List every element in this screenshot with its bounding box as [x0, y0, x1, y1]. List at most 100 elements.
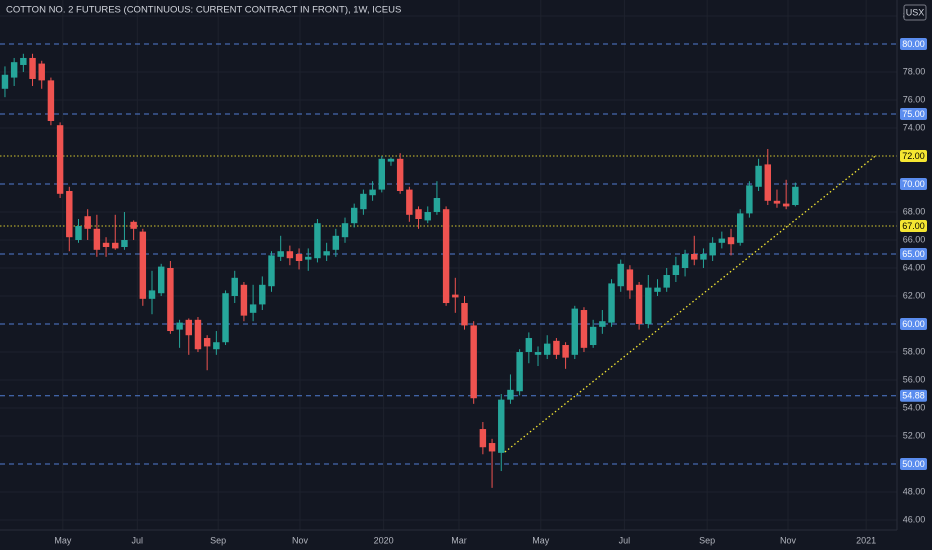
candle-body — [277, 251, 284, 257]
y-tick-label: 66.00 — [903, 234, 926, 244]
candle-body — [29, 57, 36, 79]
level-label-box — [900, 248, 927, 261]
candle-body — [176, 322, 183, 330]
candle-body — [75, 226, 82, 241]
candle-body — [672, 265, 680, 276]
candle-body — [461, 303, 468, 326]
candle-body — [571, 308, 578, 355]
candle-body — [249, 304, 257, 313]
candle-body — [718, 238, 726, 243]
currency-box[interactable] — [903, 4, 927, 21]
y-tick-label: 52.00 — [903, 430, 926, 440]
level-label: 54.88 — [902, 391, 925, 401]
candle-body — [764, 164, 771, 201]
candle-body — [626, 269, 634, 291]
currency-label[interactable]: USX — [906, 7, 925, 17]
level-label-box — [900, 149, 927, 162]
x-tick-label: Nov — [780, 535, 797, 545]
level-label: 60.00 — [902, 319, 925, 329]
x-tick-label: Jul — [132, 535, 144, 545]
candle-body — [66, 190, 73, 238]
level-label-box — [900, 107, 927, 120]
candle-body — [10, 62, 18, 78]
candle-body — [562, 345, 569, 358]
candle-body — [102, 242, 110, 248]
level-label-box — [900, 177, 927, 190]
candle-body — [157, 266, 165, 294]
y-tick-label: 78.00 — [903, 66, 926, 76]
candle-body — [139, 231, 147, 299]
candle-body — [305, 256, 312, 260]
level-label: 50.00 — [902, 459, 925, 469]
candle-body — [709, 242, 716, 256]
x-tick-label: May — [54, 535, 72, 545]
candle-body — [479, 429, 487, 448]
candles — [1, 53, 799, 488]
x-tick-label: Nov — [292, 535, 309, 545]
candle-body — [599, 321, 606, 327]
x-tick-label: Sep — [699, 535, 715, 545]
y-tick-label: 54.00 — [903, 402, 926, 412]
y-tick-label: 76.00 — [903, 94, 926, 104]
candle-body — [396, 158, 404, 191]
candle-body — [681, 254, 689, 269]
trendline — [504, 155, 876, 453]
y-tick-label: 74.00 — [903, 122, 926, 132]
candle-body — [415, 209, 422, 220]
candle-body — [736, 213, 744, 243]
candle-body — [663, 275, 670, 288]
candle-body — [203, 338, 211, 347]
candle-body — [589, 326, 597, 346]
level-label-box — [900, 389, 927, 402]
chart-title: COTTON NO. 2 FUTURES (CONTINUOUS: CURREN… — [6, 5, 401, 16]
candle-body — [488, 443, 496, 452]
candle-body — [185, 319, 192, 336]
candle-body — [387, 158, 395, 162]
candle-body — [167, 268, 174, 332]
candle-body — [516, 352, 523, 392]
candle-body — [553, 340, 560, 355]
candle-body — [369, 189, 376, 196]
candle-body — [222, 293, 229, 343]
x-tick-label: Mar — [451, 535, 467, 545]
candle-body — [727, 237, 735, 245]
x-tick-label: Sep — [210, 535, 226, 545]
level-label-box — [900, 220, 927, 233]
candle-body — [782, 203, 790, 207]
candle-body — [507, 389, 514, 400]
candle-body — [259, 284, 266, 305]
candle-body — [691, 254, 698, 260]
candle-body — [56, 125, 64, 194]
level-label-box — [900, 37, 927, 50]
candle-body — [452, 294, 459, 298]
candle-body — [580, 310, 588, 348]
y-tick-label: 68.00 — [903, 206, 926, 216]
candle-body — [360, 193, 367, 210]
candle-body — [194, 319, 202, 350]
y-tick-label: 62.00 — [903, 290, 926, 300]
candle-body — [240, 284, 248, 316]
candle-body — [645, 287, 652, 325]
candle-body — [148, 290, 156, 299]
x-tick-label: May — [532, 535, 550, 545]
y-tick-label: 56.00 — [903, 374, 926, 384]
candle-body — [534, 352, 542, 355]
candle-body — [498, 399, 505, 453]
candle-body — [341, 223, 349, 238]
candle-body — [112, 242, 119, 249]
candle-body — [543, 343, 551, 355]
candle-body — [268, 255, 275, 287]
candle-body — [406, 189, 413, 215]
candle-body — [213, 342, 220, 350]
candle-body — [231, 277, 238, 297]
candle-body — [84, 216, 91, 229]
candle-body — [617, 263, 624, 287]
candle-body — [654, 287, 661, 292]
candle-body — [1, 74, 9, 89]
y-tick-label: 46.00 — [903, 514, 926, 524]
candle-body — [433, 197, 441, 212]
candle-body — [350, 207, 358, 224]
